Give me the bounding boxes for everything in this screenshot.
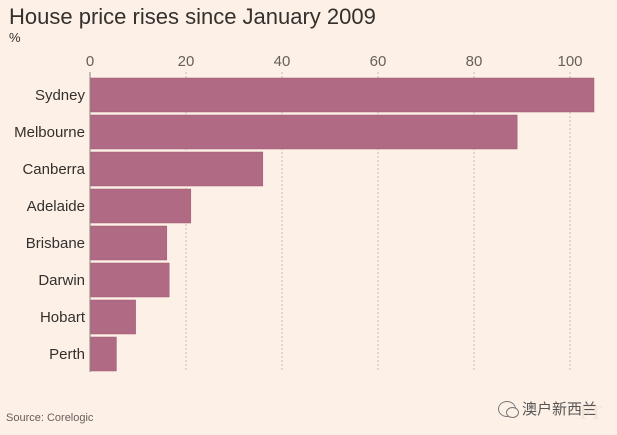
category-label: Adelaide bbox=[27, 198, 85, 215]
bar-hobart bbox=[89, 299, 136, 335]
category-label: Brisbane bbox=[26, 235, 85, 252]
x-tick-label: 40 bbox=[274, 53, 291, 70]
x-tick-label: 20 bbox=[178, 53, 195, 70]
category-label: Canberra bbox=[22, 161, 85, 178]
unit-label: % bbox=[9, 30, 21, 45]
x-tick-labels: 0 20 40 60 80 100 bbox=[86, 53, 583, 70]
bar-adelaide bbox=[89, 188, 192, 224]
x-tick-label: 60 bbox=[370, 53, 387, 70]
x-tick-label: 80 bbox=[466, 53, 483, 70]
bar-brisbane bbox=[89, 225, 168, 261]
category-label: Sydney bbox=[35, 87, 86, 104]
category-labels: Sydney Melbourne Canberra Adelaide Brisbane D… bbox=[14, 87, 86, 363]
category-label: Melbourne bbox=[14, 124, 85, 141]
bar-darwin bbox=[89, 262, 170, 298]
watermark-text: 澳户新西兰 bbox=[522, 401, 598, 418]
category-label: Hobart bbox=[40, 309, 86, 326]
bars bbox=[89, 77, 595, 372]
bar-perth bbox=[89, 336, 117, 372]
ft-logo: FT bbox=[580, 402, 602, 424]
category-label: Darwin bbox=[38, 272, 85, 289]
chat-bubbles-icon bbox=[498, 400, 519, 418]
category-label: Perth bbox=[49, 346, 85, 363]
watermark: 澳户新西兰 bbox=[498, 398, 597, 419]
bar-melbourne bbox=[89, 114, 518, 150]
x-tick-label: 0 bbox=[86, 53, 94, 70]
bar-canberra bbox=[89, 151, 264, 187]
bar-sydney bbox=[89, 77, 595, 113]
chart-title: House price rises since January 2009 bbox=[9, 4, 376, 29]
source-note: Source: Corelogic bbox=[6, 412, 94, 424]
x-tick-label: 100 bbox=[557, 53, 582, 70]
